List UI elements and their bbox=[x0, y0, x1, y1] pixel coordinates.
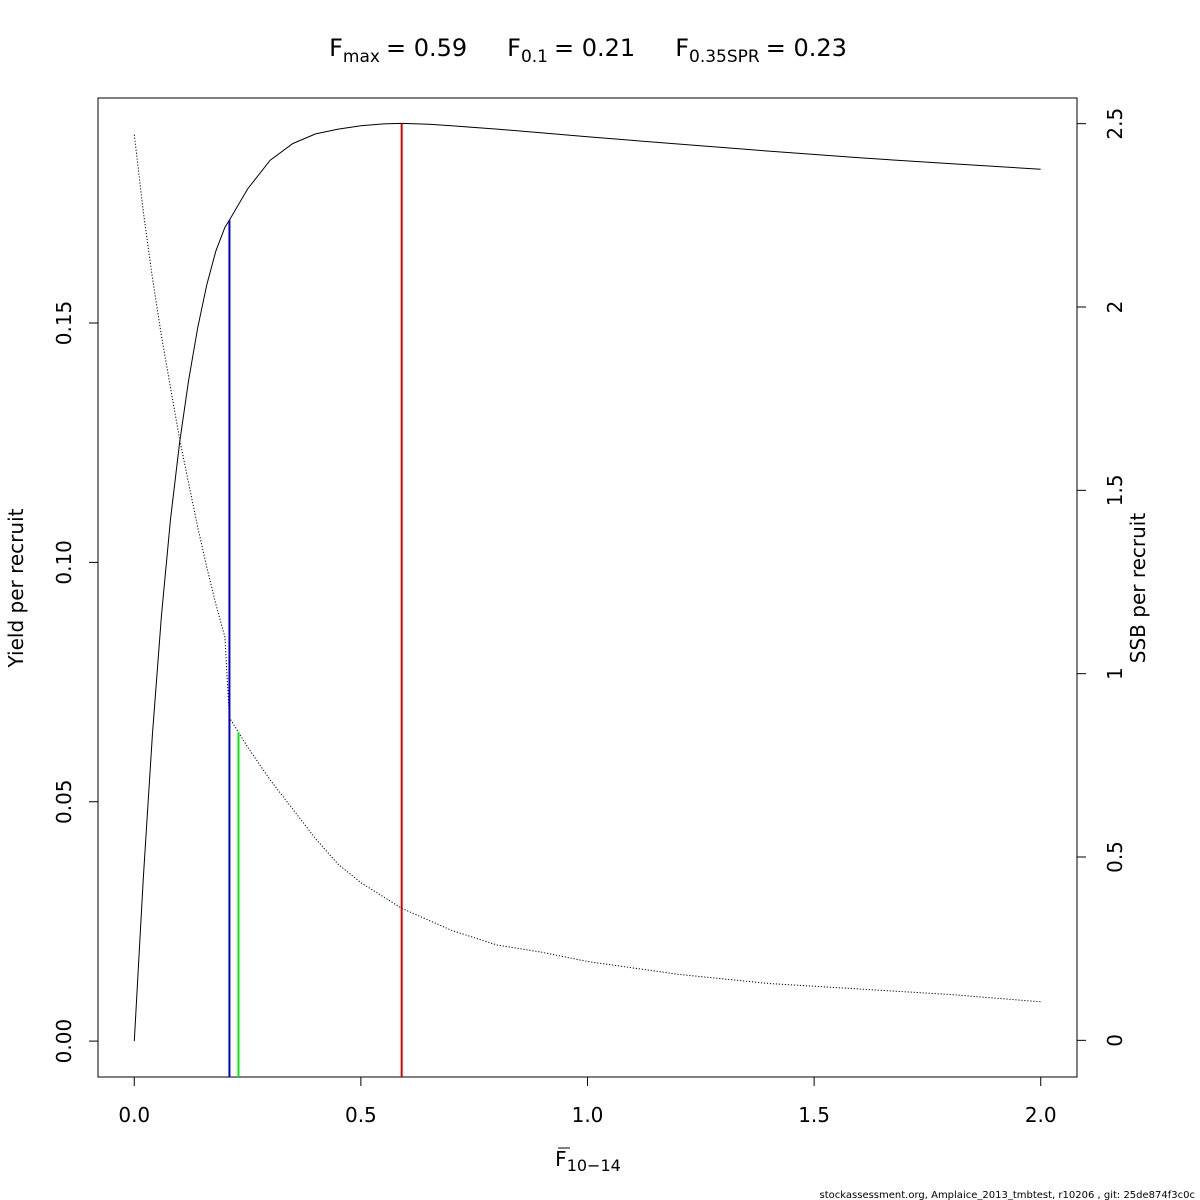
y-left-tick-label: 0.05 bbox=[52, 779, 76, 824]
title-fmax-value: = 0.59 bbox=[386, 34, 467, 62]
x-axis-title-subscript: 10−14 bbox=[567, 1156, 621, 1175]
title-f01-value: = 0.21 bbox=[554, 34, 635, 62]
y-right-tick-label: 1 bbox=[1103, 667, 1127, 680]
y-left-axis-title: Yield per recruit bbox=[4, 508, 28, 668]
plot-frame bbox=[97, 97, 1078, 1078]
y-right-tick-label: 0.5 bbox=[1103, 841, 1127, 873]
x-axis-title: F10−14 bbox=[555, 1147, 621, 1175]
ssb-per-recruit-line bbox=[133, 134, 1041, 1003]
title-f01-symbol: F bbox=[507, 34, 521, 62]
y-right-tick-label: 2 bbox=[1103, 301, 1127, 314]
title-f01-subscript: 0.1 bbox=[521, 47, 548, 67]
title-fspr-value: = 0.23 bbox=[766, 34, 847, 62]
x-tick-label: 0.0 bbox=[118, 1103, 150, 1127]
y-right-axis-title: SSB per recruit bbox=[1126, 513, 1150, 664]
title-fspr-symbol: F bbox=[675, 34, 689, 62]
y-right-axis: 0 0.5 1 1.5 2 2.5 bbox=[1076, 108, 1127, 1047]
title-fmax-subscript: max bbox=[343, 47, 380, 67]
y-left-tick-label: 0.00 bbox=[52, 1019, 76, 1064]
x-tick-label: 0.5 bbox=[345, 1103, 377, 1127]
y-right-tick-label: 0 bbox=[1103, 1034, 1127, 1047]
y-left-tick-label: 0.10 bbox=[52, 540, 76, 585]
x-tick-label: 1.0 bbox=[572, 1103, 604, 1127]
chart-title: Fmax = 0.59 F0.1 = 0.21 F0.35SPR = 0.23 bbox=[329, 34, 847, 67]
y-right-tick-label: 1.5 bbox=[1103, 474, 1127, 506]
x-tick-label: 1.5 bbox=[798, 1103, 830, 1127]
y-right-tick-label: 2.5 bbox=[1103, 108, 1127, 140]
y-left-tick-label: 0.15 bbox=[52, 301, 76, 346]
x-axis: 0.0 0.5 1.0 1.5 2.0 bbox=[118, 1076, 1057, 1127]
x-axis-title-symbol: F bbox=[555, 1147, 567, 1171]
title-fspr-subscript: 0.35SPR bbox=[689, 47, 760, 67]
yield-per-recruit-line bbox=[133, 122, 1041, 1042]
footer-note: stockassessment.org, Amplaice_2013_tmbte… bbox=[820, 1190, 1195, 1200]
reference-lines bbox=[228, 123, 403, 1077]
x-tick-label: 2.0 bbox=[1025, 1103, 1057, 1127]
title-fmax-symbol: F bbox=[329, 34, 343, 62]
series-layer bbox=[133, 122, 1041, 1042]
y-left-axis: 0.00 0.05 0.10 0.15 bbox=[52, 301, 99, 1064]
